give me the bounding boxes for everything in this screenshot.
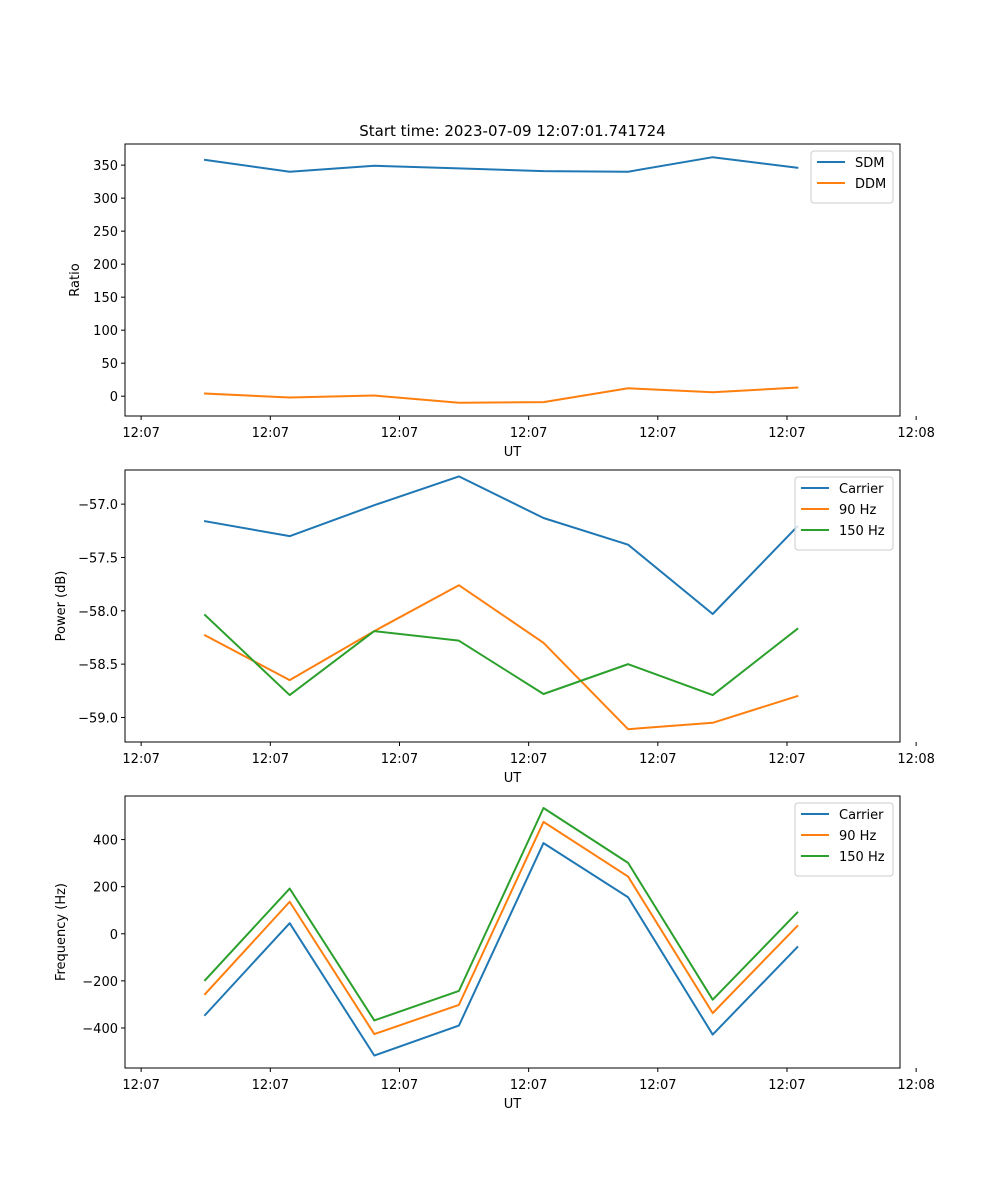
power-y-tick-label: −57.5	[78, 551, 118, 566]
power-line-150-hz	[203, 613, 799, 697]
chart-title: Start time: 2023-07-09 12:07:01.741724	[359, 122, 665, 140]
ratio-x-tick-label: 12:07	[510, 426, 547, 441]
power-legend-box	[794, 476, 894, 551]
power-x-tick-label: 12:08	[897, 752, 934, 767]
ratio-y-tick-label: 0	[110, 390, 118, 405]
power-legend: Carrier 90 Hz 150 Hz	[794, 476, 894, 551]
power-x-tick-label: 12:07	[122, 752, 159, 767]
ratio-legend-box	[810, 150, 894, 204]
ratio-y-tick-label: 150	[93, 291, 118, 306]
ratio-legend-label-ddm: DDM	[855, 177, 886, 192]
power-x-tick-label: 12:07	[381, 752, 418, 767]
ratio-series-group	[203, 156, 799, 404]
frequency-x-tick-label: 12:07	[639, 1078, 676, 1093]
ratio-x-axis-label: UT	[504, 445, 522, 460]
power-y-tick-label: −59.0	[78, 711, 118, 726]
frequency-x-tick-label: 12:07	[510, 1078, 547, 1093]
ratio-x-tick-label: 12:07	[252, 426, 289, 441]
ratio-x-tick-label: 12:07	[639, 426, 676, 441]
ratio-y-axis-label: Ratio	[68, 263, 83, 296]
power-legend-label-carrier: Carrier	[839, 482, 884, 497]
frequency-x-tick-label: 12:07	[122, 1078, 159, 1093]
frequency-legend-box	[794, 802, 894, 877]
power-x-tick-label: 12:07	[510, 752, 547, 767]
frequency-series-group	[203, 807, 799, 1057]
frequency-y-axis-label: Frequency (Hz)	[54, 883, 69, 981]
frequency-legend-label-carrier: Carrier	[839, 808, 884, 823]
power-line-90-hz	[203, 584, 799, 731]
frequency-line-90-hz	[203, 820, 799, 1036]
frequency-x-tick-label: 12:07	[381, 1078, 418, 1093]
frequency-axes-frame	[124, 795, 901, 1069]
ratio-axes-frame	[124, 143, 901, 417]
ratio-x-tick-label: 12:07	[768, 426, 805, 441]
frequency-legend-label-90-hz: 90 Hz	[839, 829, 876, 844]
frequency-x-tick-label: 12:08	[897, 1078, 934, 1093]
power-x-tick-label: 12:07	[252, 752, 289, 767]
plot-ratio: 12:07 12:07 12:07 12:07 12:07 12:07 12:08 0 50 10…	[68, 122, 935, 460]
ratio-x-tick-label: 12:07	[122, 426, 159, 441]
plot-frequency: 12:07 12:07 12:07 12:07 12:07 12:07 12:08 −400 −…	[54, 795, 935, 1112]
frequency-line-carrier	[203, 842, 799, 1057]
frequency-x-axis-label: UT	[504, 1097, 522, 1112]
power-axes-frame	[124, 469, 901, 743]
frequency-y-tick-label: 400	[93, 834, 118, 849]
power-x-axis-label: UT	[504, 771, 522, 786]
power-series-group	[203, 475, 799, 731]
ratio-y-tick-label: 50	[101, 357, 118, 372]
ratio-legend-label-sdm: SDM	[855, 156, 884, 171]
power-y-tick-label: −58.0	[78, 605, 118, 620]
ratio-line-sdm	[203, 156, 799, 173]
ratio-y-tick-label: 350	[93, 159, 118, 174]
frequency-legend-label-150-hz: 150 Hz	[839, 850, 885, 865]
ratio-y-tick-label: 300	[93, 192, 118, 207]
power-y-tick-label: −57.0	[78, 498, 118, 513]
frequency-y-tick-label: −200	[82, 975, 118, 990]
frequency-line-150-hz	[203, 807, 799, 1022]
ratio-y-tick-label: 250	[93, 225, 118, 240]
ratio-x-tick-label: 12:07	[381, 426, 418, 441]
frequency-y-tick-label: −400	[82, 1022, 118, 1037]
frequency-x-tick-label: 12:07	[768, 1078, 805, 1093]
power-y-tick-label: −58.5	[78, 658, 118, 673]
frequency-y-tick-label: 200	[93, 881, 118, 896]
ratio-line-ddm	[204, 386, 799, 404]
power-legend-label-90-hz: 90 Hz	[839, 503, 876, 518]
power-x-tick-label: 12:07	[768, 752, 805, 767]
frequency-legend: Carrier 90 Hz 150 Hz	[794, 802, 894, 877]
ratio-x-tick-label: 12:08	[897, 426, 934, 441]
frequency-y-tick-label: 0	[110, 928, 118, 943]
ratio-y-tick-label: 100	[93, 324, 118, 339]
power-y-axis-label: Power (dB)	[54, 571, 69, 642]
power-line-carrier	[203, 475, 799, 615]
power-legend-label-150-hz: 150 Hz	[839, 524, 885, 539]
plots: 12:07 12:07 12:07 12:07 12:07 12:07 12:08 0 50 10…	[54, 122, 935, 1112]
power-x-tick-label: 12:07	[639, 752, 676, 767]
plot-power: 12:07 12:07 12:07 12:07 12:07 12:07 12:08 −59.0…	[54, 469, 935, 786]
frequency-x-tick-label: 12:07	[252, 1078, 289, 1093]
ratio-y-tick-label: 200	[93, 258, 118, 273]
ratio-legend: SDM DDM	[810, 150, 894, 204]
